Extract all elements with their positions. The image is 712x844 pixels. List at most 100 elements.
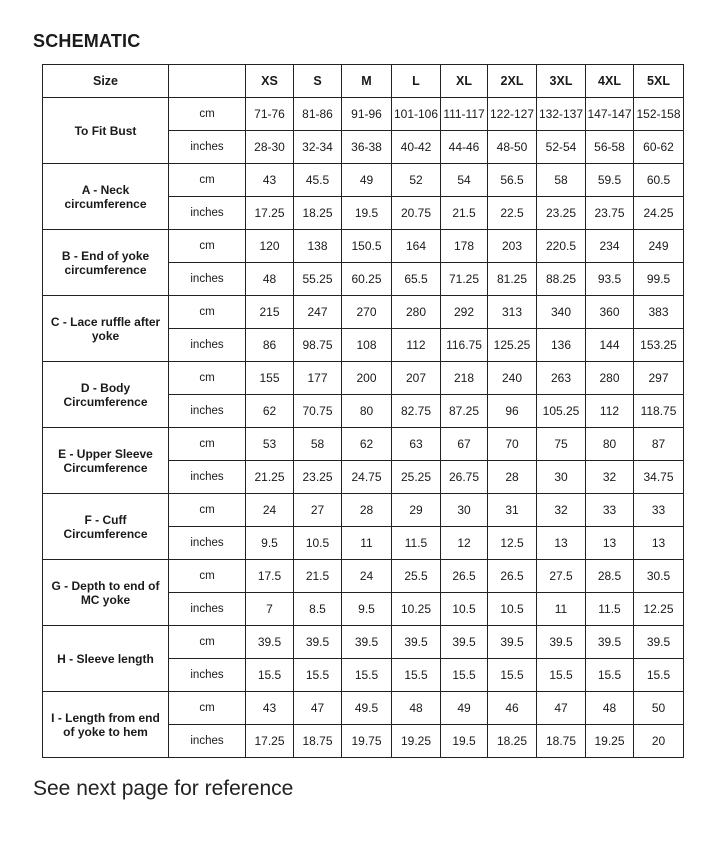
measurement-value: 59.5: [585, 163, 634, 197]
measurement-value: 15.5: [487, 658, 537, 692]
measurement-value: 18.75: [293, 724, 342, 758]
measurement-value: 28: [341, 493, 392, 527]
measurement-value: 118.75: [633, 394, 684, 428]
measurement-value: 111-117: [440, 97, 488, 131]
size-column-header: 2XL: [487, 64, 537, 98]
measurement-value: 12.25: [633, 592, 684, 626]
measurement-value: 36-38: [341, 130, 392, 164]
unit-label: inches: [168, 658, 246, 692]
size-column-header: 5XL: [633, 64, 684, 98]
table-row: H - Sleeve length cm 39.5 39.5 39.5 39.5 39.5 3…: [42, 625, 684, 692]
measurement-value: 65.5: [391, 262, 441, 296]
measurement-value: 18.75: [536, 724, 586, 758]
measurement-value: 292: [440, 295, 488, 329]
unit-label: inches: [168, 394, 246, 428]
measurement-value: 60.5: [633, 163, 684, 197]
measurement-value: 19.75: [341, 724, 392, 758]
measurement-value: 58: [536, 163, 586, 197]
measurement-value: 52: [391, 163, 441, 197]
unit-label: inches: [168, 592, 246, 626]
measurement-value: 24.75: [341, 460, 392, 494]
measurement-value: 55.25: [293, 262, 342, 296]
measurement-value: 108: [341, 328, 392, 362]
measurement-value: 203: [487, 229, 537, 263]
measurement-value: 218: [440, 361, 488, 395]
unit-label: inches: [168, 328, 246, 362]
measurement-value: 215: [245, 295, 294, 329]
measurement-value: 26.5: [487, 559, 537, 593]
measurement-value: 75: [536, 427, 586, 461]
measurement-value: 240: [487, 361, 537, 395]
measurement-value: 10.5: [293, 526, 342, 560]
measurement-value: 80: [585, 427, 634, 461]
table-row: inches 17.25 18.75 19.75 19.25 19.5 18.25 18.75…: [43, 724, 684, 758]
measurement-value: 125.25: [487, 328, 537, 362]
size-column-header: M: [341, 64, 392, 98]
measurement-value: 19.5: [440, 724, 488, 758]
measurement-value: 86: [245, 328, 294, 362]
measurement-value: 34.75: [633, 460, 684, 494]
measurement-value: 21.5: [293, 559, 342, 593]
unit-label: cm: [168, 229, 246, 263]
measurement-value: 70.75: [293, 394, 342, 428]
measurement-value: 52-54: [536, 130, 586, 164]
measurement-value: 49: [341, 163, 392, 197]
measurement-value: 120: [245, 229, 294, 263]
size-column-header: XL: [440, 64, 488, 98]
table-row: inches 15.5 15.5 15.5 15.5 15.5 15.5 15.5 15.5 15…: [43, 658, 684, 692]
measurement-value: 11: [341, 526, 392, 560]
measurement-label: B - End of yoke circumference: [42, 229, 169, 296]
measurement-value: 32: [536, 493, 586, 527]
measurement-value: 60-62: [633, 130, 684, 164]
measurement-value: 136: [536, 328, 586, 362]
unit-label: cm: [168, 427, 246, 461]
measurement-value: 7: [245, 592, 294, 626]
measurement-value: 234: [585, 229, 634, 263]
measurement-value: 56.5: [487, 163, 537, 197]
measurement-value: 43: [245, 163, 294, 197]
measurement-value: 48-50: [487, 130, 537, 164]
measurement-value: 155: [245, 361, 294, 395]
measurement-value: 20.75: [391, 196, 441, 230]
measurement-value: 24.25: [633, 196, 684, 230]
table-row: A - Neck circumference cm 43 45.5 49 52 54 56.5…: [42, 163, 684, 230]
measurement-value: 27: [293, 493, 342, 527]
measurement-value: 49.5: [341, 691, 392, 725]
footer-note: See next page for reference: [33, 777, 294, 800]
table-row: To Fit Bust cm 71-76 81-86 91-96 101-106 111-1…: [42, 97, 684, 164]
measurement-value: 28.5: [585, 559, 634, 593]
measurement-label: A - Neck circumference: [42, 163, 169, 230]
size-header: Size: [42, 64, 169, 98]
measurement-value: 28-30: [245, 130, 294, 164]
measurement-value: 263: [536, 361, 586, 395]
measurement-value: 87.25: [440, 394, 488, 428]
measurement-value: 44-46: [440, 130, 488, 164]
measurement-value: 63: [391, 427, 441, 461]
measurement-label: G - Depth to end of MC yoke: [42, 559, 169, 626]
measurement-value: 22.5: [487, 196, 537, 230]
measurement-label: F - Cuff Circumference: [42, 493, 169, 560]
measurement-value: 249: [633, 229, 684, 263]
measurement-value: 15.5: [536, 658, 586, 692]
measurement-value: 81-86: [293, 97, 342, 131]
table-row: D - Body Circumference cm 155 177 200 207 218 2…: [42, 361, 684, 428]
header-row: Size XS S M L XL 2XL 3XL 4XL 5XL: [42, 64, 684, 98]
measurement-value: 71.25: [440, 262, 488, 296]
table-row: inches 28-30 32-34 36-38 40-42 44-46 48-50 52-5…: [43, 130, 684, 164]
table-row: B - End of yoke circumference cm 120 138 150…: [42, 229, 684, 296]
measurement-value: 15.5: [391, 658, 441, 692]
measurement-value: 105.25: [536, 394, 586, 428]
measurement-value: 26.5: [440, 559, 488, 593]
measurement-value: 39.5: [487, 625, 537, 659]
measurement-value: 25.25: [391, 460, 441, 494]
measurement-value: 207: [391, 361, 441, 395]
measurement-value: 71-76: [245, 97, 294, 131]
measurement-value: 39.5: [293, 625, 342, 659]
unit-label: cm: [168, 163, 246, 197]
measurement-value: 40-42: [391, 130, 441, 164]
measurement-value: 30: [440, 493, 488, 527]
measurement-value: 88.25: [536, 262, 586, 296]
size-column-header: S: [293, 64, 342, 98]
measurement-value: 15.5: [633, 658, 684, 692]
measurement-value: 15.5: [293, 658, 342, 692]
